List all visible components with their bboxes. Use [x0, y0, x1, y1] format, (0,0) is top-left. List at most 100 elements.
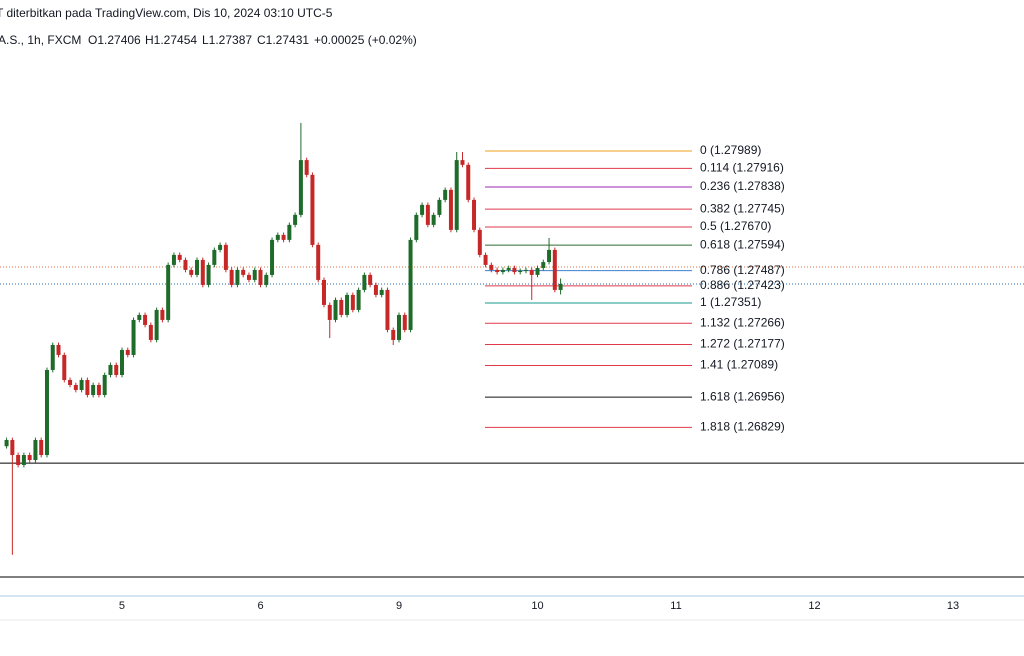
candle-body [125, 349, 130, 355]
candle-body [362, 274, 367, 290]
candle-body [391, 329, 396, 340]
candle-body [79, 379, 84, 390]
candle-body [119, 349, 124, 375]
candle-body [472, 199, 477, 230]
candle-body [529, 269, 534, 275]
candle-body [350, 294, 355, 310]
candle-body [316, 244, 321, 280]
candle-body [4, 440, 9, 447]
candle-body [62, 354, 67, 380]
candle-body [189, 269, 194, 275]
candle-body [495, 269, 500, 273]
fib-label: 0.5 (1.27670) [700, 219, 771, 233]
candle-body [223, 244, 228, 270]
candle-body [425, 204, 430, 225]
fib-label: 0.618 (1.27594) [700, 237, 785, 251]
candle-body [148, 324, 153, 340]
candle-body [160, 309, 165, 320]
candle-body [333, 299, 338, 320]
candle-body [143, 314, 148, 325]
candle-body [281, 234, 286, 240]
candle-body [166, 264, 171, 320]
candle-body [235, 269, 240, 285]
candle-body [518, 270, 523, 273]
candle-body [414, 214, 419, 240]
candle-body [252, 269, 257, 280]
candle-body [183, 259, 188, 270]
candle-body [21, 455, 26, 466]
candle-body [310, 174, 315, 245]
candle-body [477, 229, 482, 255]
candle-body [177, 254, 182, 260]
ohlc-low: L1.27387 [202, 33, 252, 47]
candle-body [558, 283, 563, 290]
candle-body [523, 269, 528, 271]
candle-body [246, 274, 251, 280]
fib-label: 1.618 (1.26956) [700, 389, 785, 403]
fib-label: 0 (1.27989) [700, 143, 761, 157]
candle-body [443, 189, 448, 200]
candle-body [466, 164, 471, 200]
candle-body [212, 249, 217, 265]
ohlc-close: C1.27431 [257, 33, 309, 47]
candle-body [368, 274, 373, 285]
fib-label: 1.41 (1.27089) [700, 358, 778, 372]
candle-body [68, 379, 73, 385]
ohlc-open: O1.27406 [88, 33, 141, 47]
header-line: T diterbitkan pada TradingView.com, Dis … [0, 6, 333, 20]
candle-body [44, 369, 49, 456]
x-tick-label: 13 [947, 600, 959, 612]
candle-body [287, 224, 292, 240]
candle-body [298, 160, 303, 215]
candle-body [454, 160, 459, 230]
candle-body [258, 269, 263, 285]
candle-body [448, 189, 453, 230]
candle-body [10, 440, 15, 456]
candle-body [535, 268, 540, 275]
candle-body [16, 455, 21, 466]
candle-body [327, 304, 332, 320]
x-tick-label: 12 [808, 600, 820, 612]
candle-body [275, 234, 280, 240]
symbol: A.S., 1h, FXCM [0, 33, 81, 47]
x-tick-label: 9 [396, 600, 402, 612]
candle-body [131, 319, 136, 355]
candle-body [114, 364, 119, 375]
ohlc-change: +0.00025 (+0.02%) [314, 33, 417, 47]
candle-body [437, 199, 442, 215]
candle-body [506, 268, 511, 270]
candle-body [195, 259, 200, 275]
candle-body [356, 289, 361, 310]
candle-body [483, 254, 488, 265]
candle-body [137, 314, 142, 320]
fib-label: 0.382 (1.27745) [700, 201, 785, 215]
x-tick-label: 11 [670, 600, 681, 612]
candle-body [379, 289, 384, 295]
candle-body [27, 455, 32, 461]
candle-body [431, 214, 436, 225]
candle-body [541, 262, 546, 269]
candle-body [206, 264, 211, 285]
candle-body [73, 384, 78, 390]
candle-body [171, 254, 176, 265]
candle-body [512, 268, 517, 273]
candle-body [402, 314, 407, 330]
fib-label: 1 (1.27351) [700, 295, 761, 309]
candle-body [345, 294, 350, 315]
candle-body [33, 440, 38, 461]
candle-body [96, 384, 101, 395]
fib-label: 1.818 (1.26829) [700, 420, 785, 434]
candle-body [270, 239, 275, 275]
fib-label: 1.132 (1.27266) [700, 315, 785, 329]
candle-body [420, 204, 425, 215]
fib-label: 1.272 (1.27177) [700, 337, 785, 351]
candle-body [460, 160, 465, 165]
candle-body [241, 269, 246, 275]
x-tick-label: 10 [531, 600, 543, 612]
candle-body [385, 289, 390, 330]
candle-body [39, 440, 44, 456]
candle-body [200, 259, 205, 285]
candle-body [552, 249, 557, 290]
candle-body [218, 244, 223, 250]
